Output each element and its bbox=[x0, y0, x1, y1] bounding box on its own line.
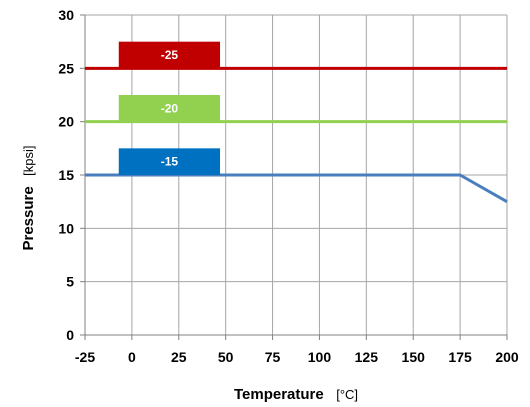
x-tick-label: 0 bbox=[128, 349, 136, 365]
x-axis-unit: [°C] bbox=[336, 387, 358, 402]
y-axis-label: Pressure bbox=[20, 186, 37, 250]
x-tick-label: 25 bbox=[171, 349, 187, 365]
series-label-text: -15 bbox=[161, 155, 179, 169]
x-tick-label: 100 bbox=[308, 349, 332, 365]
y-tick-label: 15 bbox=[58, 167, 74, 183]
y-tick-label: 10 bbox=[58, 220, 74, 236]
series-label-box bbox=[118, 41, 221, 69]
series-label-box bbox=[118, 148, 221, 175]
x-tick-label: 50 bbox=[218, 349, 234, 365]
x-tick-label: 150 bbox=[402, 349, 426, 365]
series-label-text: -25 bbox=[161, 48, 179, 62]
y-tick-label: 20 bbox=[58, 114, 74, 130]
x-tick-label: 175 bbox=[448, 349, 472, 365]
x-tick-label: 200 bbox=[495, 349, 519, 365]
y-tick-label: 30 bbox=[58, 7, 74, 23]
series-label-text: -20 bbox=[161, 101, 179, 115]
x-tick-label: 75 bbox=[265, 349, 281, 365]
series-line--15 bbox=[85, 173, 508, 203]
x-tick-label: -25 bbox=[75, 349, 95, 365]
y-axis-title: Pressure [kpsi] bbox=[20, 145, 37, 250]
y-tick-label: 25 bbox=[58, 60, 74, 76]
y-tick-label: 0 bbox=[66, 327, 74, 343]
series-lines bbox=[85, 66, 508, 203]
series-labels: -25 -20 -15 bbox=[118, 41, 221, 175]
x-axis-label: Temperature bbox=[234, 386, 324, 403]
x-tick-label: 125 bbox=[355, 349, 379, 365]
y-tick-label: 5 bbox=[66, 274, 74, 290]
y-axis-unit: [kpsi] bbox=[21, 145, 36, 175]
series-label-box bbox=[118, 95, 221, 122]
x-axis-title: Temperature [°C] bbox=[234, 386, 358, 403]
